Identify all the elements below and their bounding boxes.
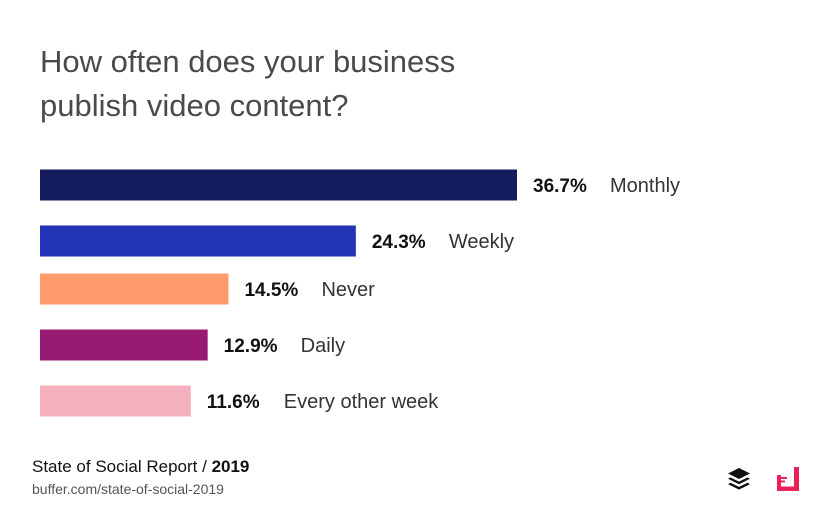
category-label-never: Never (321, 279, 375, 301)
category-label-monthly: Monthly (610, 175, 680, 197)
value-label-monthly: 36.7% (533, 176, 587, 197)
bar-every-other-week (40, 385, 191, 417)
chart-title-line-2: publish video content? (40, 88, 349, 123)
chart-title: How often does your business publish vid… (40, 40, 600, 128)
value-label-daily: 12.9% (224, 336, 278, 357)
bar-weekly (40, 225, 356, 257)
report-year: 2019 (211, 457, 250, 476)
bar-never (40, 273, 229, 305)
report-source: State of Social Report / 2019 (32, 457, 249, 477)
bar-chart: 36.7% Monthly 24.3% Weekly 14.5% Never 12.9% Da… (40, 169, 680, 417)
category-label-daily: Daily (301, 335, 345, 357)
bar-monthly (40, 169, 517, 201)
category-label-every-other-week: Every other week (284, 391, 440, 413)
value-label-never: 14.5% (244, 280, 298, 301)
value-label-weekly: 24.3% (372, 232, 426, 253)
bar-daily (40, 329, 208, 361)
report-url: buffer.com/state-of-social-2019 (32, 481, 224, 497)
value-label-every-other-week: 11.6% (207, 392, 260, 413)
pink-corner-logo-icon (777, 467, 799, 491)
chart-title-line-1: How often does your business (40, 44, 456, 79)
category-label-weekly: Weekly (449, 231, 514, 253)
buffer-stack-icon (728, 468, 750, 490)
report-label: State of Social Report / (32, 457, 207, 476)
